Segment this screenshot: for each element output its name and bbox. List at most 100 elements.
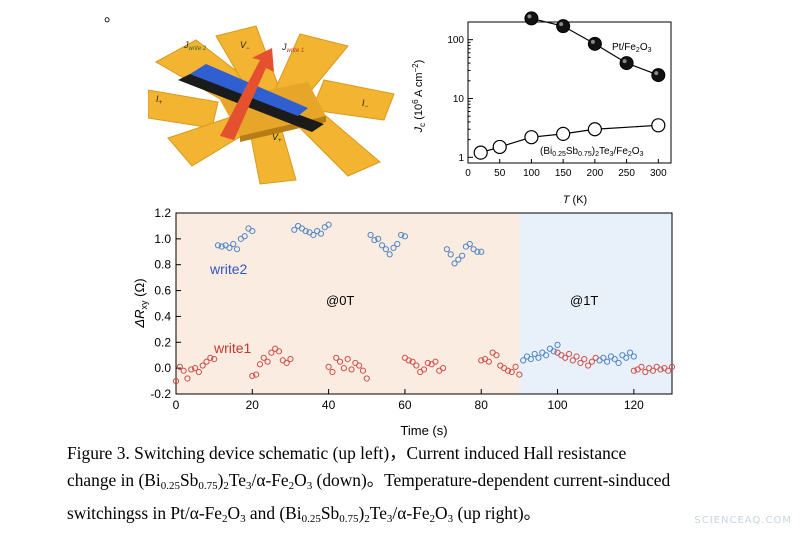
data-point-filled (556, 19, 571, 34)
x-axis-label: Time (s) (400, 423, 447, 438)
data-point-write2 (459, 252, 466, 259)
data-point-write2 (241, 233, 248, 240)
data-point-write1 (668, 363, 676, 370)
data-point-write1 (180, 367, 187, 374)
data-point-write1 (249, 372, 256, 379)
plot-frame (467, 21, 672, 164)
data-point-write1 (581, 355, 588, 363)
data-point-write2 (367, 231, 374, 239)
legend-bisbte-fe2o3: (Bi0.25Sb0.75)2Te3/Fe2O3 (540, 146, 644, 158)
data-point-write2 (542, 352, 550, 359)
region-background-0 (176, 213, 520, 394)
label-i-minus: I− (362, 98, 369, 110)
data-point-write1 (329, 368, 336, 376)
data-point-write2 (394, 240, 401, 248)
y-axis-label: ΔRxy (Ω) (132, 278, 149, 328)
data-point-write1 (336, 358, 344, 365)
data-point-write2 (375, 235, 382, 242)
caption-line-1: Figure 3. Switching device schematic (up… (67, 443, 627, 463)
data-point-write1 (516, 371, 523, 378)
data-point-write1 (356, 362, 363, 369)
data-point-filled (619, 56, 634, 71)
data-point-write1 (562, 354, 569, 361)
data-point-write1 (203, 358, 210, 365)
data-point-highlight (590, 39, 595, 44)
data-point-write2 (386, 251, 393, 258)
y-tick-label: -0.2 (150, 387, 171, 401)
data-point-write2 (218, 243, 225, 250)
data-point-write2 (466, 240, 473, 248)
data-point-write1 (211, 355, 218, 363)
data-point-write2 (451, 260, 458, 267)
data-point-write1 (176, 363, 183, 370)
data-point-write1 (207, 354, 214, 361)
data-point-write2 (390, 244, 397, 252)
data-point-write1 (439, 365, 447, 372)
data-point-write1 (493, 352, 500, 359)
x-tick-label: 200 (587, 168, 604, 179)
data-point-write2 (310, 231, 317, 239)
red-current-arrow (220, 48, 274, 140)
label-i-plus: I+ (156, 94, 163, 106)
data-point-write1 (577, 359, 584, 367)
data-point-write2 (554, 341, 561, 348)
data-point-write2 (611, 355, 618, 363)
data-point-write2 (615, 359, 622, 367)
data-point-open (473, 145, 488, 160)
y-tick-label: 100 (447, 35, 464, 46)
data-point-highlight (622, 59, 627, 64)
data-point-write2 (249, 228, 256, 235)
data-point-open (587, 122, 602, 137)
data-point-write1 (363, 375, 370, 382)
data-point-write1 (287, 355, 294, 363)
x-tick-label: 100 (548, 398, 568, 412)
data-point-write1 (340, 365, 347, 372)
data-point-write1 (665, 367, 672, 374)
data-point-write2 (226, 244, 233, 252)
x-tick-label: 250 (618, 168, 635, 179)
data-point-write1 (195, 368, 202, 376)
data-point-write1 (172, 377, 180, 385)
label-jwrite1: Jwrite 1 (281, 42, 304, 54)
x-tick-label: 40 (322, 398, 336, 412)
tick-group: 0 20 40 60 80 100 120 -0.2 0.0 0.2 0.4 0.6 0.8 1.0 1.2 (150, 206, 644, 412)
caption-line-3: switchingss in Pt/α-Fe2O3 and (Bi0.25Sb0… (67, 503, 542, 525)
data-point-write2 (302, 228, 309, 235)
x-axis-label: T (K) (563, 194, 587, 206)
data-point-write1 (268, 349, 275, 356)
data-point-write1 (657, 366, 664, 373)
x-tick-label: 150 (555, 168, 572, 179)
data-point-highlight (559, 22, 564, 27)
data-point-write1 (188, 366, 195, 373)
data-point-highlight (527, 14, 532, 19)
data-point-write1 (413, 362, 420, 369)
x-tick-label: 0 (173, 398, 180, 412)
data-point-write1 (325, 363, 332, 370)
y-axis-label: Jc (106 A cm−2) (411, 60, 427, 134)
region-label-1t: @1T (570, 293, 598, 308)
data-point-filled (651, 68, 666, 83)
y-tick-label: 0.0 (154, 361, 171, 375)
label-v-minus: V− (240, 40, 250, 52)
data-point-write1 (573, 353, 580, 360)
data-point-write1 (420, 366, 428, 373)
data-point-filled (524, 11, 539, 26)
data-point-write2 (233, 246, 241, 253)
x-tick-label: 80 (475, 398, 489, 412)
data-point-write2 (371, 237, 378, 244)
data-point-write1 (630, 367, 637, 374)
data-point-write2 (550, 348, 557, 355)
data-point-write1 (649, 367, 657, 374)
data-point-write2 (455, 256, 462, 263)
data-point-write2 (382, 246, 389, 253)
series-label-write1: write1 (213, 340, 252, 356)
data-point-write2 (378, 242, 386, 249)
data-point-write2 (291, 226, 298, 233)
data-point-write1 (588, 358, 595, 365)
data-point-write1 (638, 363, 645, 370)
series-label-write2: write2 (209, 261, 248, 277)
data-point-write2 (626, 349, 634, 356)
data-point-write2 (317, 230, 325, 237)
data-point-open (651, 118, 666, 133)
data-point-write2 (443, 246, 450, 253)
